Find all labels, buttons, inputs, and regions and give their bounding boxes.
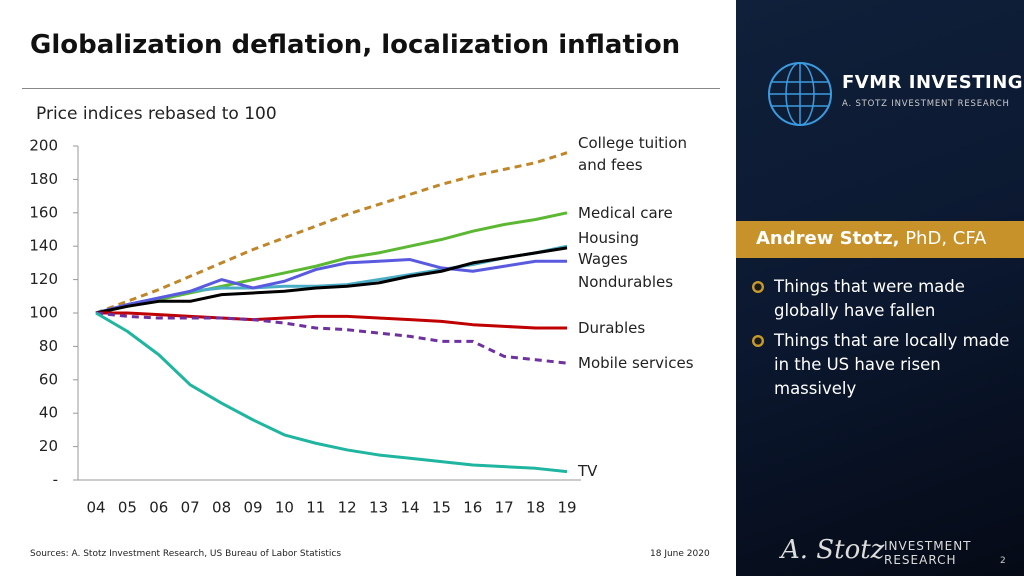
x-tick-label: 05 bbox=[118, 499, 137, 517]
slide-title: Globalization deflation, localization in… bbox=[30, 30, 681, 60]
series-label: Mobile services bbox=[578, 354, 694, 372]
x-tick-label: 13 bbox=[369, 499, 388, 517]
x-tick-label: 04 bbox=[86, 499, 105, 517]
bullet: Things that are locally made in the US h… bbox=[736, 329, 1014, 401]
series-label: Housing bbox=[578, 229, 639, 247]
x-tick-label: 15 bbox=[432, 499, 451, 517]
series-line bbox=[95, 211, 568, 315]
brand: FVMR INVESTING bbox=[842, 72, 1024, 93]
name-bar bbox=[736, 221, 1024, 258]
x-tick-label: 08 bbox=[212, 499, 231, 517]
y-tick-label: 60 bbox=[39, 370, 58, 388]
x-tick-label: 19 bbox=[557, 499, 576, 517]
series-label: College tuition and fees bbox=[578, 134, 688, 174]
series-label: Durables bbox=[578, 319, 646, 337]
y-tick-label: 20 bbox=[39, 437, 58, 455]
series-line bbox=[95, 244, 568, 315]
series-line bbox=[95, 246, 568, 315]
x-tick-label: 14 bbox=[400, 499, 419, 517]
y-tick-label: 120 bbox=[29, 270, 58, 288]
series-line bbox=[95, 311, 568, 474]
series-label: Wages bbox=[578, 250, 628, 268]
y-tick-label: 100 bbox=[29, 304, 58, 322]
x-tick-label: 18 bbox=[526, 499, 545, 517]
x-tick-label: 17 bbox=[495, 499, 514, 517]
logo-text: INVESTMENT RESEARCH bbox=[884, 539, 972, 567]
tagline: A. STOTZ INVESTMENT RESEARCH bbox=[842, 99, 1010, 109]
y-tick-label: 200 bbox=[29, 137, 58, 155]
bullets: Things that were made globally have fall… bbox=[736, 275, 1014, 407]
series-label: Nondurables bbox=[578, 273, 674, 291]
logo-line: RESEARCH bbox=[884, 553, 957, 567]
series-label: TV bbox=[578, 462, 598, 480]
series-line bbox=[95, 151, 568, 315]
series-line bbox=[95, 258, 567, 315]
x-tick-label: 16 bbox=[463, 499, 482, 517]
x-tick-label: 10 bbox=[275, 499, 294, 517]
series-line bbox=[96, 311, 567, 330]
y-tick-label: 40 bbox=[39, 404, 58, 422]
y-tick-label: - bbox=[53, 471, 58, 489]
subtitle: Price indices rebased to 100 bbox=[36, 104, 277, 124]
x-tick-label: 09 bbox=[243, 499, 262, 517]
globe-logo bbox=[768, 62, 832, 126]
y-tick-label: 180 bbox=[29, 170, 58, 188]
x-tick-label: 07 bbox=[181, 499, 200, 517]
source: Sources: A. Stotz Investment Research, U… bbox=[30, 549, 342, 559]
x-tick-label: 11 bbox=[306, 499, 325, 517]
credentials: PhD, CFA bbox=[905, 228, 987, 249]
signature: A. Stotz bbox=[781, 535, 885, 565]
x-tick-label: 12 bbox=[338, 499, 357, 517]
sidebar: FVMR INVESTING A. STOTZ INVESTMENT RESEA… bbox=[736, 0, 1024, 576]
logo-line: INVESTMENT bbox=[884, 539, 972, 553]
chart: - 20 40 60 80 100 120 140 160 180 200 04 05 06 07 08 09 1… bbox=[29, 137, 581, 517]
series-label: Medical care bbox=[578, 204, 673, 222]
presenter-name: Andrew Stotz, bbox=[756, 228, 900, 249]
x-tick-label: 06 bbox=[149, 499, 168, 517]
bullet: Things that were made globally have fall… bbox=[736, 275, 1014, 323]
presenter: Andrew Stotz, PhD, CFA bbox=[756, 228, 986, 249]
series-line bbox=[95, 311, 568, 365]
date: 18 June 2020 bbox=[650, 549, 710, 559]
y-tick-label: 80 bbox=[39, 337, 58, 355]
page-number: 2 bbox=[1000, 556, 1006, 566]
y-tick-label: 160 bbox=[29, 203, 58, 221]
title-rule bbox=[22, 88, 720, 89]
y-tick-label: 140 bbox=[29, 237, 58, 255]
